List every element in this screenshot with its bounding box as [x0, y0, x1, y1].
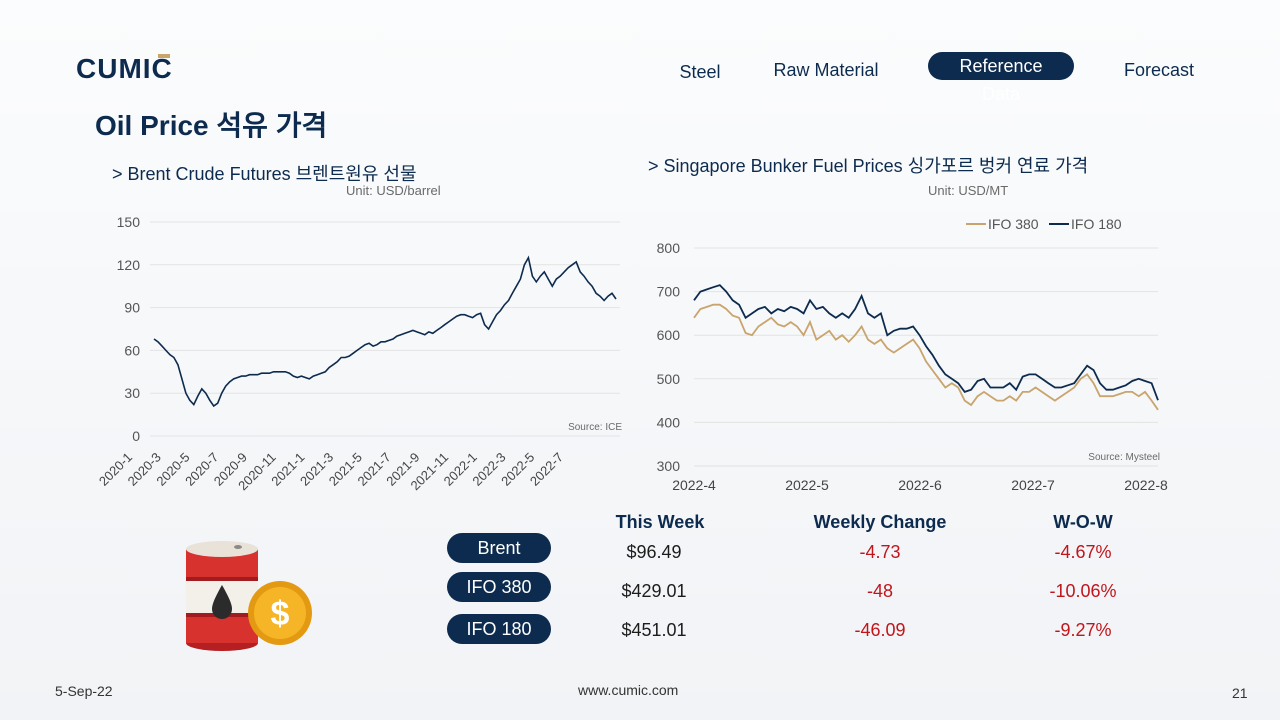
nav-raw-material[interactable]: Raw Material [773, 60, 879, 80]
bunker-xtick-label: 2022-5 [785, 477, 829, 493]
row-ifo180-wow: -9.27% [1054, 620, 1112, 640]
page-title: Oil Price 석유 가격 [95, 110, 328, 141]
nav-steel[interactable]: Steel [679, 62, 721, 82]
brent-ytick-label: 60 [124, 342, 140, 358]
ifo180-series-line [693, 284, 1159, 401]
nav-reference-data[interactable]: Reference Data [928, 52, 1074, 104]
bunker-xtick-label: 2022-7 [1011, 477, 1055, 493]
row-brent-label: Brent [447, 533, 551, 563]
header-weekly-change: Weekly Change [813, 512, 947, 532]
bunker-xtick-label: 2022-4 [672, 477, 716, 493]
dollar-coin-icon: $ [248, 581, 312, 645]
row-ifo180-label: IFO 180 [447, 614, 551, 644]
brent-subtitle: > Brent Crude Futures 브렌트원유 선물 [112, 164, 417, 184]
brent-ytick-label: 0 [132, 428, 140, 444]
row-ifo380-wow: -10.06% [1049, 581, 1117, 601]
ifo380-series-line [693, 303, 1159, 411]
footer-date: 5-Sep-22 [55, 683, 113, 699]
brent-xtick-label: 2022-7 [527, 450, 566, 489]
header-wow: W-O-W [1053, 512, 1113, 532]
brent-ytick-label: 150 [117, 214, 141, 230]
row-brent-wow: -4.67% [1054, 542, 1112, 562]
bunker-unit: Unit: USD/MT [928, 183, 1009, 198]
oil-barrel-icon [186, 541, 258, 651]
footer-page-number: 21 [1232, 685, 1248, 701]
row-brent-price: $96.49 [626, 542, 682, 562]
oil-barrel-illustration: $ [186, 541, 312, 651]
svg-text:$: $ [271, 595, 290, 633]
footer-site[interactable]: www.cumic.com [578, 682, 679, 698]
brent-ytick-label: 120 [117, 257, 141, 273]
bunker-ytick-label: 400 [657, 414, 681, 430]
brent-ytick-label: 30 [124, 385, 140, 401]
bunker-chart: 300 400 500 600 700 800 2022-4 2022-5 2022-6 202… [657, 216, 1168, 493]
bunker-source: Source: Mysteel [1088, 452, 1160, 463]
row-ifo380-change: -48 [866, 581, 893, 601]
cumic-logo: CUMIC [76, 54, 173, 80]
brent-ytick-label: 90 [124, 300, 140, 316]
bunker-ytick-label: 300 [657, 458, 681, 474]
row-ifo380-label: IFO 380 [447, 572, 551, 602]
bunker-legend: IFO 380 IFO 180 [966, 216, 1122, 232]
row-ifo180-price: $451.01 [621, 620, 687, 640]
bunker-ytick-label: 500 [657, 371, 681, 387]
bunker-ytick-label: 700 [657, 284, 681, 300]
nav-forecast[interactable]: Forecast [1123, 60, 1195, 80]
header-this-week: This Week [615, 512, 705, 532]
bunker-xtick-label: 2022-8 [1124, 477, 1168, 493]
bunker-ytick-label: 800 [657, 240, 681, 256]
brent-source: Source: ICE [568, 422, 622, 433]
bunker-ytick-label: 600 [657, 327, 681, 343]
bunker-subtitle: > Singapore Bunker Fuel Prices 싱가포르 벙커 연… [648, 156, 1089, 176]
bunker-xtick-label: 2022-6 [898, 477, 942, 493]
brent-unit: Unit: USD/barrel [346, 183, 441, 198]
legend-ifo380-label: IFO 380 [988, 216, 1039, 232]
legend-ifo180-label: IFO 180 [1071, 216, 1122, 232]
row-brent-change: -4.73 [859, 542, 901, 562]
brent-series-line [153, 255, 617, 408]
row-ifo380-price: $429.01 [621, 581, 687, 601]
logo-text: CUMIC [76, 54, 173, 80]
row-ifo180-change: -46.09 [854, 620, 906, 640]
